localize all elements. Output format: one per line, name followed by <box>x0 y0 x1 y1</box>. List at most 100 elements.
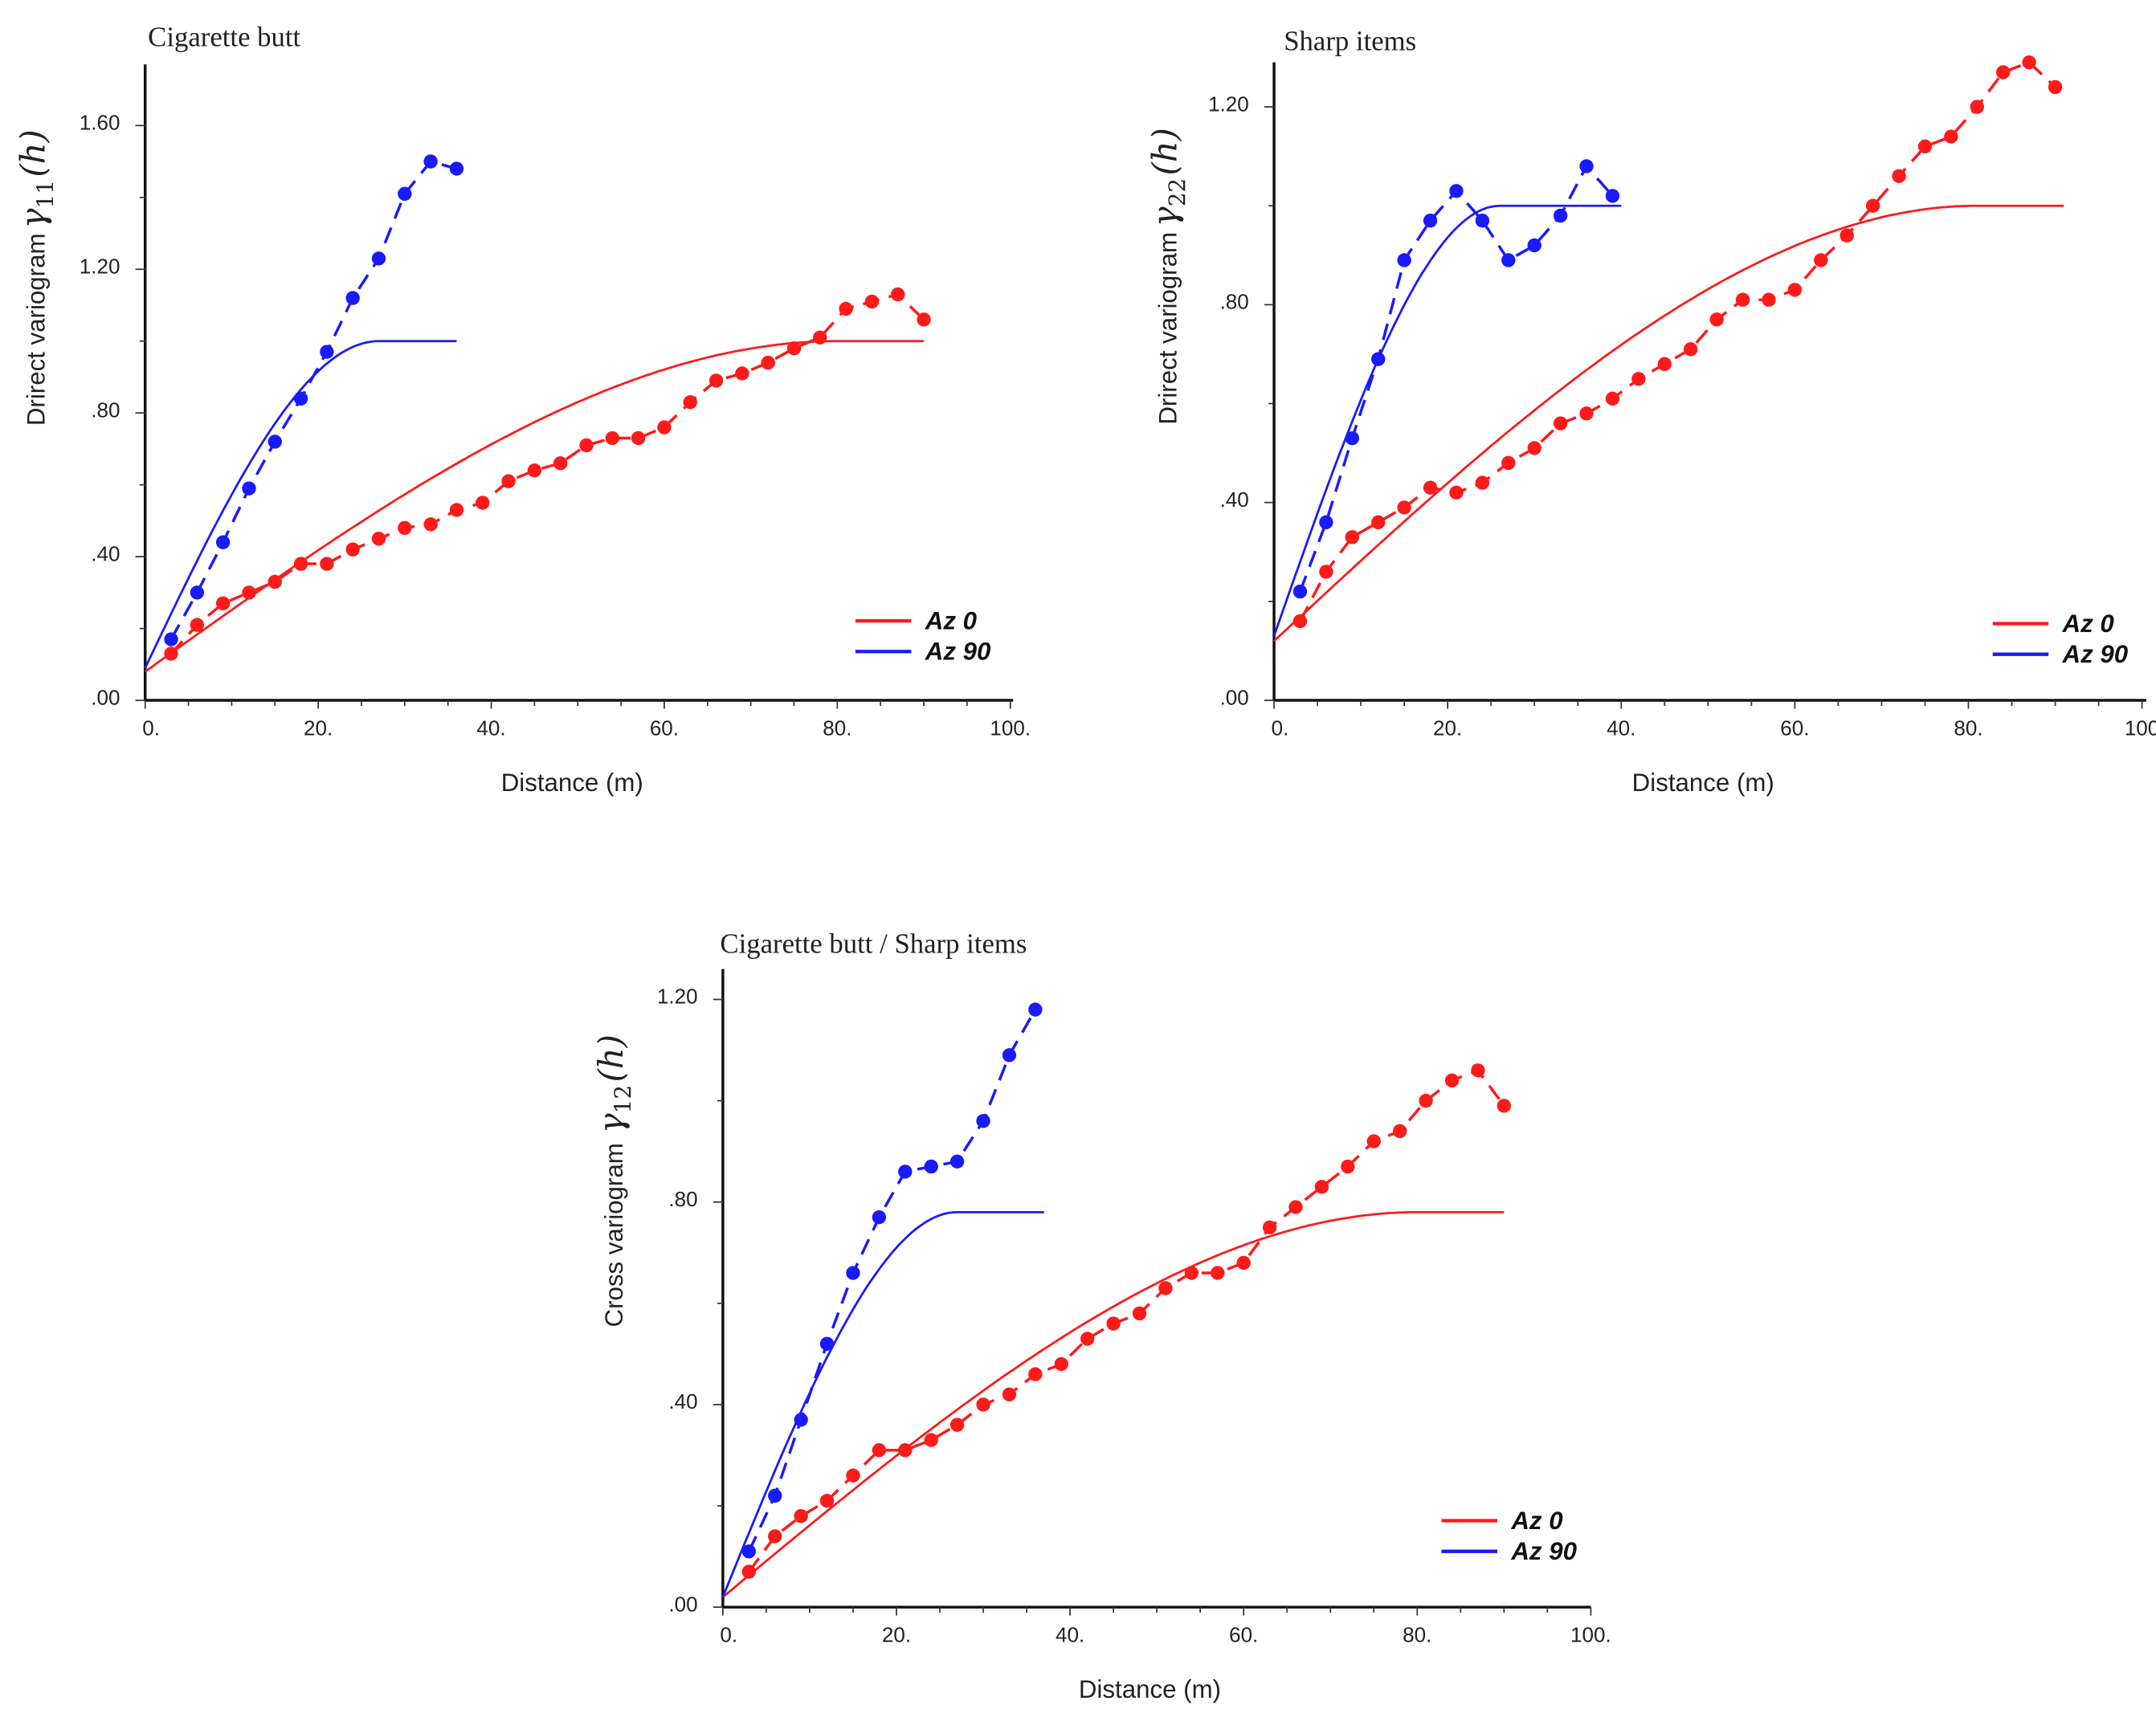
data-point <box>1314 1180 1329 1194</box>
data-point <box>976 1114 990 1128</box>
model-curve <box>144 340 457 669</box>
y-tick-label: .80 <box>91 398 120 422</box>
y-tick-label: .00 <box>1220 685 1249 709</box>
data-point <box>527 463 542 478</box>
data-point <box>794 1413 808 1427</box>
data-point <box>164 646 178 661</box>
data-point <box>976 1397 990 1412</box>
data-point <box>1444 1073 1460 1088</box>
data-point <box>1397 253 1411 267</box>
experimental-line <box>1299 60 2056 622</box>
data-point <box>683 395 697 410</box>
y-tick-label: 1.20 <box>1208 92 1249 116</box>
data-point <box>242 481 256 496</box>
series-az-0 <box>144 287 931 673</box>
x-tick-label: 20. <box>882 1623 911 1647</box>
data-point <box>898 1443 913 1458</box>
y-tick-label: .40 <box>91 541 120 565</box>
legend-label: Az 90 <box>2062 640 2129 668</box>
gamma-argument: (h) <box>1145 128 1184 175</box>
data-point <box>579 438 594 453</box>
data-point <box>1840 228 1854 243</box>
gamma-symbol: γ <box>591 1113 631 1133</box>
model-curve <box>1272 204 1622 637</box>
data-point <box>872 1443 887 1458</box>
gamma-subscript: 22 <box>1164 178 1190 206</box>
data-point <box>1341 1159 1355 1174</box>
data-point <box>1553 416 1568 430</box>
y-tick-label: 1.20 <box>80 254 120 278</box>
data-point <box>320 345 334 359</box>
data-point <box>1553 208 1568 223</box>
gamma-symbol: γ <box>14 208 53 228</box>
legend-label: Az 0 <box>1510 1507 1563 1535</box>
data-point <box>1944 129 1958 144</box>
x-tick-label: 0. <box>1272 716 1289 740</box>
experimental-line <box>169 292 925 655</box>
data-point <box>1709 312 1724 327</box>
data-point <box>819 1336 835 1351</box>
data-point <box>1501 253 1516 267</box>
data-point <box>1419 1093 1433 1108</box>
data-point <box>813 330 827 345</box>
data-point <box>1002 1387 1017 1402</box>
x-tick-label: 60. <box>1229 1623 1258 1647</box>
data-point <box>1319 565 1333 579</box>
data-point <box>320 557 334 571</box>
model-curve <box>721 1211 1044 1598</box>
experimental-line <box>1298 163 1614 593</box>
data-point <box>891 287 905 302</box>
data-point <box>1475 214 1490 228</box>
x-tick-label: 60. <box>650 716 679 740</box>
gamma-label: γ11 (h) <box>14 129 59 228</box>
data-point <box>1106 1316 1121 1331</box>
data-point <box>605 430 620 446</box>
data-point <box>1970 100 1984 114</box>
y-tick-label: .80 <box>668 1187 697 1211</box>
data-point <box>1475 475 1490 490</box>
data-point <box>1892 169 1906 183</box>
data-point <box>215 596 231 610</box>
data-point <box>1371 515 1386 530</box>
series-az-0 <box>1273 55 2064 642</box>
data-point <box>1288 1200 1303 1214</box>
data-point <box>190 585 205 600</box>
series-az-0 <box>722 1063 1512 1598</box>
data-point <box>267 434 282 449</box>
data-point <box>1762 292 1776 307</box>
gamma-symbol: γ <box>1145 206 1184 226</box>
x-tick-label: 100. <box>1570 1623 1611 1647</box>
data-point <box>1319 515 1333 530</box>
gamma-label: γ12 (h) <box>591 1034 636 1133</box>
data-point <box>1080 1332 1095 1346</box>
data-point <box>657 420 672 434</box>
series-az-90 <box>721 1002 1044 1598</box>
data-point <box>1449 485 1464 500</box>
y-tick-label: .80 <box>1220 290 1249 314</box>
data-point <box>949 1417 965 1432</box>
data-point <box>398 186 412 202</box>
x-tick-label: 100 <box>2125 716 2156 740</box>
data-point <box>345 291 360 305</box>
data-point <box>872 1209 887 1225</box>
data-point <box>735 366 749 381</box>
x-tick-label: 40. <box>1056 1623 1084 1647</box>
data-point <box>924 1433 938 1447</box>
x-axis-label: Distance (m) <box>501 769 643 797</box>
chart-title: Cigarette butt <box>148 21 300 52</box>
data-point <box>398 520 412 536</box>
data-point <box>449 503 464 517</box>
legend-label: Az 0 <box>925 606 978 634</box>
data-point <box>631 430 646 446</box>
data-point <box>449 161 464 176</box>
x-tick-label: 20. <box>1433 716 1462 740</box>
data-point <box>1423 214 1438 228</box>
data-point <box>1054 1356 1068 1372</box>
data-point <box>708 373 724 388</box>
legend-label: Az 90 <box>1510 1537 1577 1565</box>
data-point <box>371 532 386 546</box>
data-point <box>1262 1220 1277 1234</box>
data-point <box>371 251 386 266</box>
data-point <box>1028 1367 1043 1381</box>
data-point <box>423 154 438 169</box>
